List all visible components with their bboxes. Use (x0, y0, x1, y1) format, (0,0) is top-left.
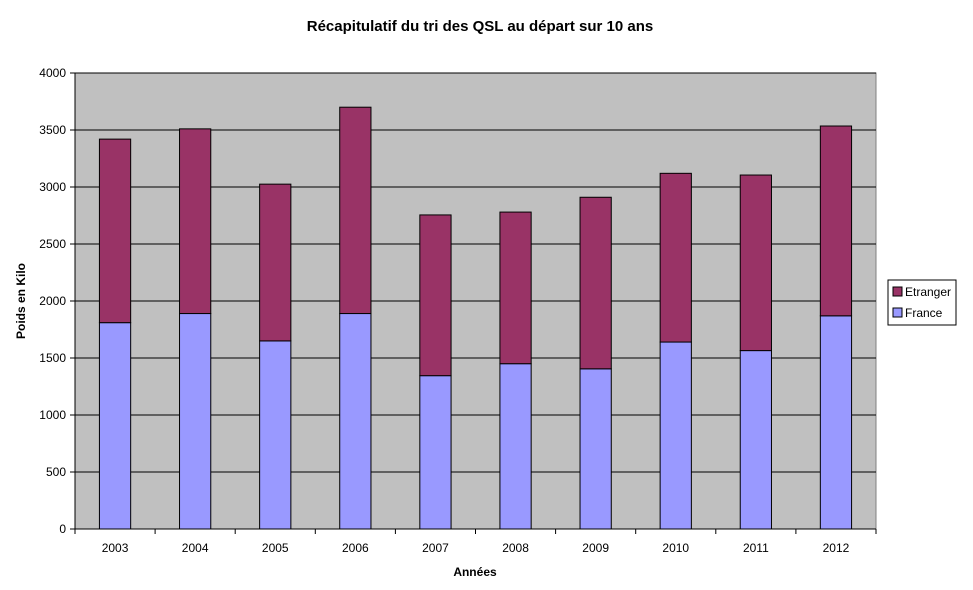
y-tick-labels: 0 500 1000 1500 2000 2500 3000 3500 4000 (39, 66, 66, 536)
x-tick-labels: 2003 2004 2005 2006 2007 2008 2009 2010 2011 2012 (102, 541, 850, 555)
y-axis-title: Poids en Kilo (14, 263, 28, 339)
x-tick-label: 2005 (262, 541, 289, 555)
bar-france-2011 (739, 350, 772, 530)
bar-etranger-2004 (179, 128, 212, 315)
bar-france-2008 (499, 363, 532, 530)
bar-etranger-2011 (739, 174, 772, 352)
x-tick-label: 2010 (662, 541, 689, 555)
bar-etranger-2003 (98, 138, 132, 324)
bar-etranger-2008 (499, 211, 532, 365)
bar-etranger-2005 (259, 183, 292, 342)
bar-etranger-2006 (339, 106, 372, 315)
y-tick-label: 0 (59, 522, 66, 536)
x-tick-label: 2012 (823, 541, 850, 555)
axes (70, 72, 877, 534)
y-tick-label: 500 (46, 465, 66, 479)
x-tick-label: 2007 (422, 541, 449, 555)
x-tick-label: 2006 (342, 541, 369, 555)
bar-etranger-2010 (659, 172, 692, 343)
bar-france-2012 (819, 315, 853, 530)
bars (98, 106, 853, 530)
y-tick-label: 1000 (39, 408, 66, 422)
x-tick-label: 2003 (102, 541, 129, 555)
y-tick-label: 2500 (39, 237, 66, 251)
bar-france-2003 (98, 322, 132, 530)
bar-france-2005 (259, 340, 292, 530)
x-tick-label: 2009 (582, 541, 609, 555)
chart-title: Récapitulatif du tri des QSL au départ s… (307, 18, 653, 35)
x-tick-label: 2008 (502, 541, 529, 555)
x-axis-title: Années (453, 565, 497, 579)
legend-label-france: France (905, 306, 943, 320)
legend-swatch-etranger (892, 286, 903, 297)
x-tick-label: 2011 (743, 541, 769, 555)
y-tick-label: 3000 (39, 180, 66, 194)
legend-label-etranger: Etranger (905, 285, 951, 299)
legend: Etranger France (887, 279, 957, 326)
bar-france-2004 (179, 313, 212, 530)
bar-etranger-2007 (419, 214, 452, 377)
y-tick-label: 2000 (39, 294, 66, 308)
bar-etranger-2009 (579, 196, 612, 370)
y-tick-label: 3500 (39, 123, 66, 137)
y-tick-label: 4000 (39, 66, 66, 80)
bar-france-2007 (419, 375, 452, 530)
x-tick-label: 2004 (182, 541, 209, 555)
bar-france-2006 (339, 313, 372, 530)
legend-swatch-france (892, 307, 903, 318)
bar-etranger-2012 (819, 125, 853, 317)
bar-france-2009 (579, 368, 612, 530)
bar-france-2010 (659, 341, 692, 530)
y-tick-label: 1500 (39, 351, 66, 365)
